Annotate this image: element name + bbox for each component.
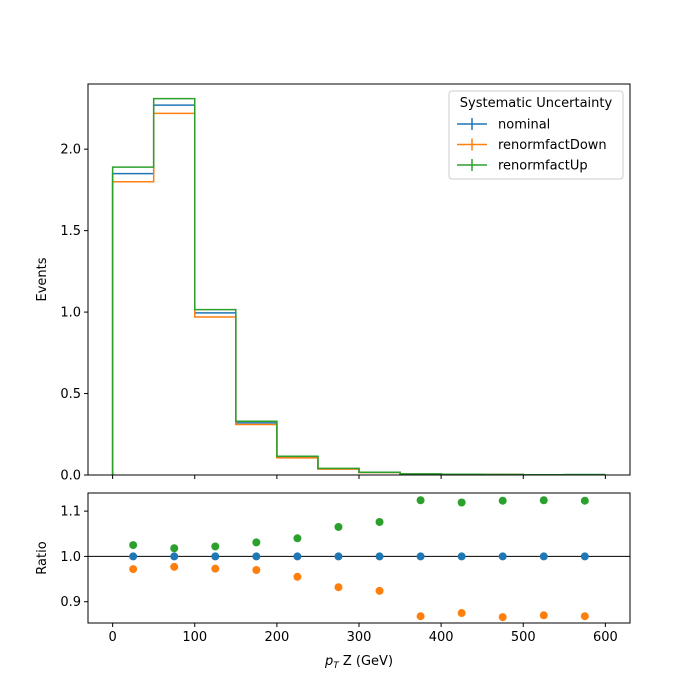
ratio-point-renormfactUp [129,541,138,550]
ratio-point-nominal [457,552,466,561]
ratio-point-renormfactUp [539,496,548,505]
x-tick-label: 500 [511,630,536,645]
ratio-point-nominal [252,552,261,561]
ratio-point-renormfactDown [211,564,220,573]
legend-label-renormfactDown: renormfactDown [498,138,607,153]
x-axis-label: pT Z (GeV) [324,654,393,671]
x-tick-label: 200 [264,630,289,645]
ratio-point-renormfactUp [211,542,220,551]
y-tick-label-top: 0.0 [60,469,81,484]
ratio-point-renormfactDown [129,565,138,574]
ratio-point-renormfactDown [170,562,179,571]
ratio-point-renormfactDown [580,612,589,621]
ratio-point-nominal [539,552,548,561]
x-axis-label-sub: T [333,661,340,671]
x-tick-label: 100 [182,630,207,645]
y-axis-label-ratio: Ratio [35,541,50,574]
ratio-point-renormfactDown [293,572,302,581]
ratio-point-nominal [375,552,384,561]
ratio-point-renormfactUp [334,522,343,531]
ratio-point-nominal [580,552,589,561]
legend-title: Systematic Uncertainty [460,96,613,111]
ratio-point-renormfactDown [375,586,384,595]
ratio-point-renormfactUp [170,544,179,553]
ratio-point-renormfactDown [252,566,261,575]
ratio-point-nominal [129,552,138,561]
y-axis-label-events: Events [35,257,50,301]
series-step-line-renormfactUp [111,97,606,476]
y-tick-label-top: 1.5 [60,224,81,239]
events-panel: 0.0 0.5 1.0 1.5 2.0 Events Systematic Uncertai… [35,83,631,484]
legend-label-renormfactUp: renormfactUp [498,159,588,174]
ratio-point-renormfactDown [416,612,425,621]
x-tick-label: 0 [108,630,116,645]
ratio-point-nominal [334,552,343,561]
ratio-point-renormfactUp [498,496,507,505]
legend-label-nominal: nominal [498,118,550,133]
legend-box [448,90,624,180]
ratio-point-nominal [170,552,179,561]
x-axis-label-p: p [324,654,333,669]
ratio-point-renormfactDown [498,613,507,622]
x-tick-label: 400 [429,630,454,645]
ratio-point-nominal [416,552,425,561]
ratio-point-renormfactUp [416,496,425,505]
y-tick-label-top: 2.0 [60,143,81,158]
x-tick-label: 600 [593,630,618,645]
ratio-point-nominal [498,552,507,561]
ratio-point-renormfactUp [457,498,466,507]
ratio-panel: 0 100 200 300 400 500 600 0.9 1.0 1.1 Ratio pT Z (G… [35,492,631,671]
ratio-point-renormfactDown [539,611,548,620]
y-tick-label-bottom: 0.9 [60,595,81,610]
y-tick-label-bottom: 1.1 [60,505,81,520]
y-tick-label-bottom: 1.0 [60,550,81,565]
ratio-point-nominal [211,552,220,561]
ratio-point-nominal [293,552,302,561]
ratio-point-renormfactUp [293,534,302,543]
ratio-point-renormfactUp [580,496,589,505]
ratio-point-renormfactUp [375,517,384,526]
x-tick-label: 300 [347,630,372,645]
ratio-point-renormfactDown [457,609,466,618]
ratio-point-renormfactUp [252,538,261,547]
y-tick-label-top: 1.0 [60,306,81,321]
ratio-point-renormfactDown [334,583,343,592]
y-tick-label-top: 0.5 [60,387,81,402]
ratio-panel-frame [87,492,631,624]
x-axis-label-rest: Z (GeV) [339,654,393,669]
